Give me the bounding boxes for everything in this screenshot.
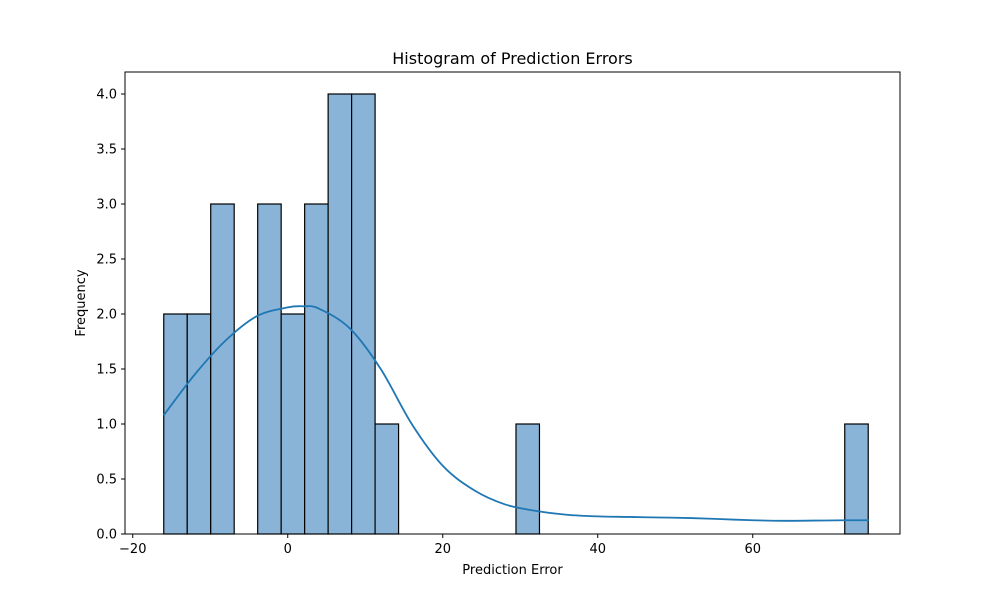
histogram-bar — [210, 203, 235, 535]
histogram-bar — [304, 203, 329, 535]
x-axis-label: Prediction Error — [462, 563, 563, 578]
y-tick-label: 4.0 — [96, 88, 117, 103]
y-tick-label: 1.0 — [96, 418, 117, 433]
y-axis-label: Frequency — [74, 269, 89, 336]
x-tick-label: 0 — [284, 542, 292, 557]
plot-frame — [124, 71, 901, 535]
y-axis: 0.0 0.5 1.0 1.5 2.0 2.5 3.0 3.5 4.0 — [96, 88, 125, 543]
kde-layer — [163, 305, 870, 522]
histogram-bar — [186, 313, 212, 535]
histogram-bar — [280, 313, 306, 535]
y-tick-label: 2.5 — [96, 253, 117, 268]
histogram-bar — [351, 93, 376, 535]
histogram-bar — [374, 423, 400, 535]
histogram-bar — [257, 203, 282, 535]
histogram-bar — [327, 93, 353, 535]
y-tick-label: 1.5 — [96, 363, 117, 378]
histogram-bar — [844, 423, 869, 535]
y-tick-label: 2.0 — [96, 308, 117, 323]
y-tick-label: 3.0 — [96, 198, 117, 213]
y-tick-label: 0.5 — [96, 473, 117, 488]
histogram-bar — [515, 423, 541, 535]
chart-title: Histogram of Prediction Errors — [392, 49, 633, 68]
x-tick-label: 40 — [589, 542, 606, 557]
x-tick-label: 60 — [744, 542, 761, 557]
bars-layer — [163, 93, 869, 535]
kde-line — [163, 305, 870, 522]
x-axis: −20 0 20 40 60 — [119, 534, 761, 557]
x-tick-label: −20 — [119, 542, 146, 557]
histogram-bar — [163, 313, 188, 535]
y-tick-label: 3.5 — [96, 143, 117, 158]
y-tick-label: 0.0 — [96, 528, 117, 543]
x-tick-label: 20 — [434, 542, 451, 557]
